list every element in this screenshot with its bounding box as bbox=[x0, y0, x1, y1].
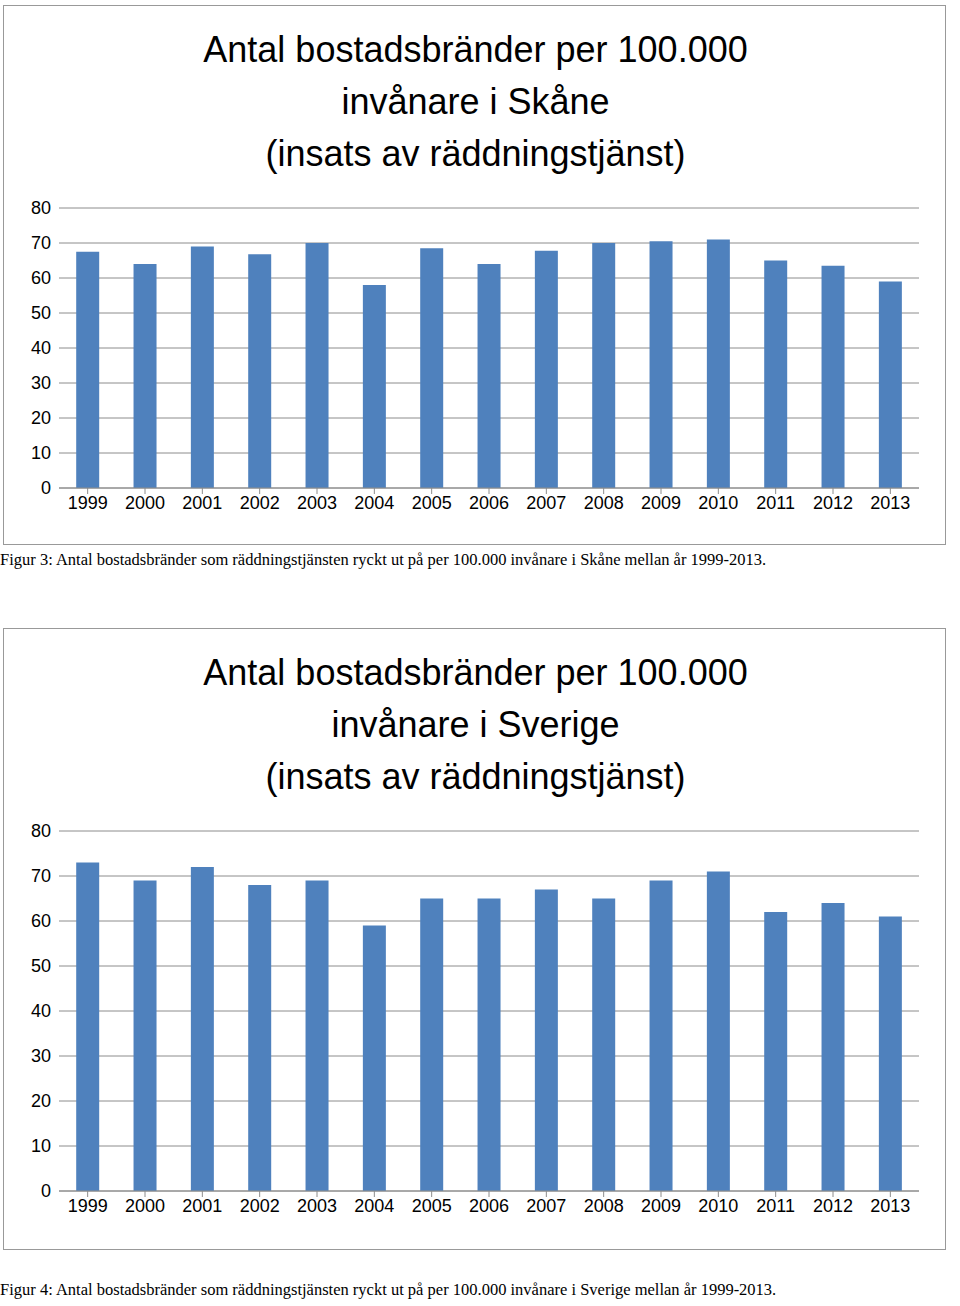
svg-text:2002: 2002 bbox=[240, 493, 280, 513]
svg-text:2000: 2000 bbox=[125, 1196, 165, 1216]
svg-text:2002: 2002 bbox=[240, 1196, 280, 1216]
svg-text:2000: 2000 bbox=[125, 493, 165, 513]
svg-text:30: 30 bbox=[31, 373, 51, 393]
svg-text:2011: 2011 bbox=[756, 1196, 795, 1216]
svg-text:0: 0 bbox=[41, 1181, 51, 1201]
html-text:invånare i Skåne: invånare i Skåne bbox=[341, 81, 610, 122]
svg-text:1999: 1999 bbox=[68, 493, 108, 513]
svg-text:40: 40 bbox=[31, 1001, 51, 1021]
svg-text:2008: 2008 bbox=[584, 1196, 624, 1216]
svg-text:2001: 2001 bbox=[182, 1196, 222, 1216]
svg-text:1999: 1999 bbox=[68, 1196, 108, 1216]
svg-text:40: 40 bbox=[31, 338, 51, 358]
svg-text:70: 70 bbox=[31, 866, 51, 886]
svg-text:2010: 2010 bbox=[698, 493, 738, 513]
svg-text:2003: 2003 bbox=[297, 1196, 337, 1216]
svg-text:2001: 2001 bbox=[182, 493, 222, 513]
svg-text:2013: 2013 bbox=[870, 1196, 910, 1216]
svg-text:2004: 2004 bbox=[354, 493, 394, 513]
svg-text:2011: 2011 bbox=[756, 493, 795, 513]
svg-text:20: 20 bbox=[31, 1091, 51, 1111]
svg-text:10: 10 bbox=[31, 443, 51, 463]
svg-text:2012: 2012 bbox=[813, 1196, 853, 1216]
svg-text:70: 70 bbox=[31, 233, 51, 253]
html-text:invånare i Sverige: invånare i Sverige bbox=[331, 704, 620, 745]
svg-text:2006: 2006 bbox=[469, 1196, 509, 1216]
svg-text:2004: 2004 bbox=[354, 1196, 394, 1216]
svg-text:10: 10 bbox=[31, 1136, 51, 1156]
html-text:Figur 3: Antal bostadsbränder: Figur 3: Antal bostadsbränder som räddni… bbox=[0, 550, 767, 569]
svg-text:2012: 2012 bbox=[813, 493, 853, 513]
svg-text:2008: 2008 bbox=[584, 493, 624, 513]
svg-text:2006: 2006 bbox=[469, 493, 509, 513]
svg-text:80: 80 bbox=[31, 821, 51, 841]
svg-text:0: 0 bbox=[41, 478, 51, 498]
svg-text:2010: 2010 bbox=[698, 1196, 738, 1216]
html-text:Figur 4: Antal bostadsbränder: Figur 4: Antal bostadsbränder som räddni… bbox=[0, 1280, 777, 1299]
svg-text:30: 30 bbox=[31, 1046, 51, 1066]
svg-text:80: 80 bbox=[31, 198, 51, 218]
svg-text:2013: 2013 bbox=[870, 493, 910, 513]
svg-text:60: 60 bbox=[31, 911, 51, 931]
svg-text:2009: 2009 bbox=[641, 493, 681, 513]
svg-text:60: 60 bbox=[31, 268, 51, 288]
svg-text:50: 50 bbox=[31, 956, 51, 976]
html-text:Antal bostadsbränder per 100.0: Antal bostadsbränder per 100.000 bbox=[203, 29, 748, 70]
svg-text:2003: 2003 bbox=[297, 493, 337, 513]
svg-text:2007: 2007 bbox=[526, 1196, 566, 1216]
svg-text:2005: 2005 bbox=[412, 493, 452, 513]
html-text:(insats av räddningstjänst): (insats av räddningstjänst) bbox=[265, 133, 686, 174]
html-text:(insats av räddningstjänst): (insats av räddningstjänst) bbox=[265, 756, 686, 797]
svg-text:50: 50 bbox=[31, 303, 51, 323]
svg-text:2009: 2009 bbox=[641, 1196, 681, 1216]
html-text:Antal bostadsbränder per 100.0: Antal bostadsbränder per 100.000 bbox=[203, 652, 748, 693]
svg-text:20: 20 bbox=[31, 408, 51, 428]
svg-text:2005: 2005 bbox=[412, 1196, 452, 1216]
svg-text:2007: 2007 bbox=[526, 493, 566, 513]
